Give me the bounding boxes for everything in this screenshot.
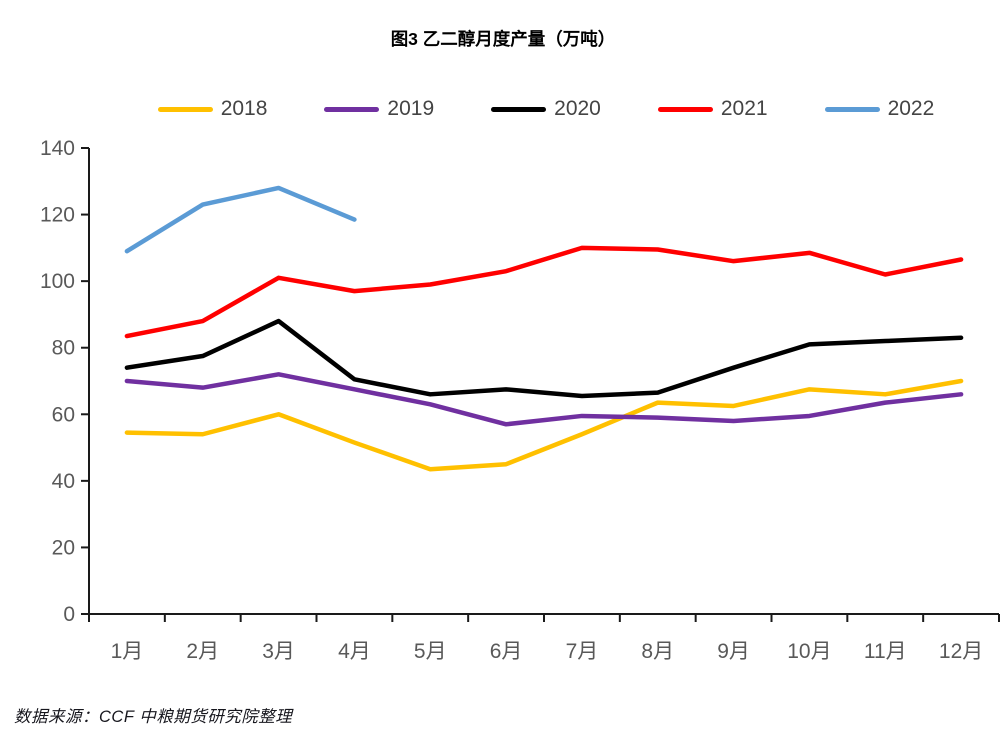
y-tick-label: 0 xyxy=(63,603,75,626)
legend-label-2020: 2020 xyxy=(554,97,601,120)
legend-label-2018: 2018 xyxy=(220,97,268,120)
legend-item-2021: 2021 xyxy=(657,97,768,121)
data-source-note: 数据来源：CCF 中粮期货研究院整理 xyxy=(14,708,293,726)
legend-swatch-2020 xyxy=(491,106,547,112)
legend-label-2022: 2022 xyxy=(887,97,935,120)
y-tick-label: 100 xyxy=(40,270,75,293)
legend-swatch-2021 xyxy=(657,106,713,112)
chart-legend: 2018 2019 2020 2021 2022 xyxy=(0,97,1006,121)
y-tick-label: 20 xyxy=(52,536,75,559)
y-tick-label: 60 xyxy=(52,403,75,426)
legend-item-2018: 2018 xyxy=(157,97,268,121)
x-tick-label: 9月 xyxy=(717,640,750,663)
axes xyxy=(88,148,999,615)
chart-title: 图3 乙二醇月度产量（万吨） xyxy=(390,29,616,49)
series-line-2021 xyxy=(124,245,964,339)
series-line-2020 xyxy=(124,318,964,399)
legend-item-2019: 2019 xyxy=(324,97,434,121)
x-tick-label: 3月 xyxy=(262,640,295,663)
x-tick-label: 6月 xyxy=(490,640,523,663)
line-chart: 0 20 40 60 80 100 120 140 1月 2月 3月 4月 5月 6月 7月 8月 9月 10月 1… xyxy=(40,137,1000,663)
legend-label-2021: 2021 xyxy=(720,97,768,120)
x-tick-label: 4月 xyxy=(338,640,371,663)
y-tick-label: 40 xyxy=(52,470,75,493)
legend-label-2019: 2019 xyxy=(387,97,435,120)
y-tick-label: 120 xyxy=(40,204,75,227)
series-line-2022 xyxy=(124,185,357,254)
series-line-2019 xyxy=(124,372,964,427)
series-line-2018 xyxy=(124,378,964,472)
legend-swatch-2019 xyxy=(324,106,380,112)
x-tick-label: 1月 xyxy=(111,640,144,663)
x-tick-label: 5月 xyxy=(414,640,447,663)
legend-swatch-2018 xyxy=(157,106,213,112)
x-tick-label: 2月 xyxy=(186,640,219,663)
legend-item-2022: 2022 xyxy=(824,97,935,121)
x-tick-label: 8月 xyxy=(641,640,674,663)
y-tick-label: 140 xyxy=(40,137,75,160)
x-tick-label: 12月 xyxy=(939,640,983,663)
legend-item-2020: 2020 xyxy=(491,97,601,121)
x-tick-label: 10月 xyxy=(787,640,831,663)
x-tick-label: 7月 xyxy=(566,640,599,663)
legend-swatch-2022 xyxy=(824,106,880,112)
y-tick-label: 80 xyxy=(52,337,75,360)
x-tick-label: 11月 xyxy=(864,640,907,663)
